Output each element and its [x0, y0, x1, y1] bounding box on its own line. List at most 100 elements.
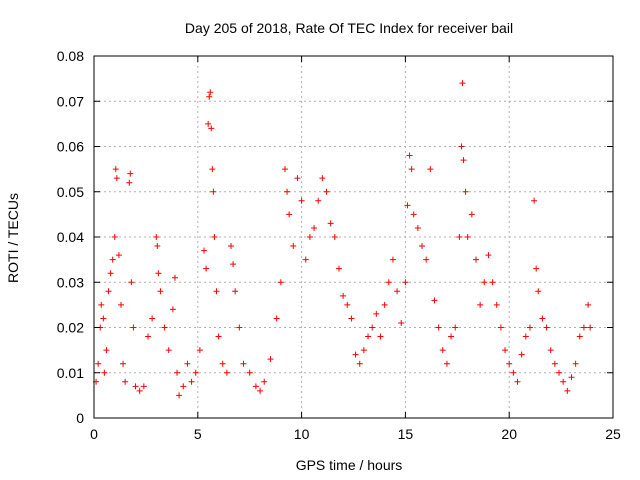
x-axis-label: GPS time / hours: [296, 457, 403, 473]
data-point: [105, 288, 112, 295]
data-point: [319, 175, 326, 182]
y-tick-label: 0.03: [57, 274, 84, 290]
data-point: [127, 170, 134, 177]
data-point: [257, 387, 264, 394]
data-point: [236, 324, 243, 331]
data-point: [526, 324, 533, 331]
data-point: [165, 347, 172, 354]
data-point: [398, 319, 405, 326]
data-point: [206, 93, 213, 100]
data-point: [107, 270, 114, 277]
data-point: [580, 324, 587, 331]
data-point: [587, 324, 594, 331]
axis-ticks: 0 5 10 15 20 25 0 0.01 0.02 0.03 0.04 0.05 0.06 0.07 0…: [57, 48, 621, 442]
data-point: [331, 234, 338, 240]
data-point: [122, 378, 129, 385]
data-point: [560, 378, 567, 385]
data-point: [485, 252, 492, 259]
y-tick-label: 0.05: [57, 184, 84, 200]
x-tick-label: 5: [194, 426, 202, 442]
data-point: [294, 175, 301, 182]
data-point: [155, 270, 162, 277]
data-point: [188, 378, 195, 385]
data-point: [402, 279, 409, 286]
data-point: [462, 188, 469, 195]
data-point: [128, 279, 135, 286]
data-point: [369, 324, 376, 331]
data-point: [381, 301, 388, 308]
data-point: [419, 243, 426, 250]
data-point: [184, 360, 191, 367]
data-point: [230, 261, 237, 268]
data-point: [210, 188, 217, 195]
data-point: [277, 279, 284, 286]
data-point: [201, 247, 208, 254]
data-point: [344, 301, 351, 308]
data-point: [572, 360, 579, 367]
data-point: [211, 234, 218, 240]
data-point: [136, 387, 143, 394]
data-point: [109, 256, 116, 263]
data-point: [140, 383, 147, 390]
data-point: [95, 360, 102, 367]
data-point: [468, 211, 475, 218]
data-point: [149, 315, 156, 322]
data-point: [323, 188, 330, 195]
data-point: [365, 333, 372, 340]
data-point: [472, 256, 479, 263]
data-point: [404, 202, 411, 209]
data-point: [460, 157, 467, 164]
data-point: [348, 315, 355, 322]
data-point: [493, 301, 500, 308]
data-point: [267, 356, 274, 363]
data-point: [111, 234, 118, 240]
y-axis-label: ROTI / TECUs: [5, 193, 21, 283]
data-point: [169, 306, 176, 313]
data-point: [568, 374, 575, 381]
data-point: [502, 347, 509, 354]
data-point: [497, 324, 504, 331]
data-point: [514, 378, 521, 385]
data-point: [103, 347, 110, 354]
data-point: [506, 360, 513, 367]
data-point: [157, 288, 164, 295]
data-point: [477, 301, 484, 308]
data-point: [539, 315, 546, 322]
data-point: [576, 333, 583, 340]
data-point: [286, 211, 293, 218]
data-point: [306, 234, 313, 240]
data-point: [327, 220, 334, 227]
data-point: [510, 369, 517, 376]
data-point: [458, 143, 465, 150]
y-tick-label: 0.07: [57, 93, 84, 109]
data-point: [207, 89, 214, 96]
chart-title: Day 205 of 2018, Rate Of TEC Index for r…: [185, 20, 513, 36]
data-point: [196, 347, 203, 354]
data-point: [406, 152, 413, 159]
y-tick-label: 0: [76, 410, 84, 426]
data-point: [556, 369, 563, 376]
data-point: [543, 324, 550, 331]
data-point: [335, 265, 342, 272]
y-tick-label: 0.04: [57, 229, 84, 245]
data-point: [232, 288, 239, 295]
y-tick-label: 0.01: [57, 365, 84, 381]
grid-lines: [94, 56, 613, 418]
data-point: [180, 383, 187, 390]
data-point: [144, 333, 151, 340]
data-point: [389, 256, 396, 263]
data-point: [246, 369, 253, 376]
data-point: [431, 297, 438, 304]
data-point: [533, 265, 540, 272]
data-point: [290, 243, 297, 250]
data-point: [439, 347, 446, 354]
data-point: [252, 383, 259, 390]
data-point: [377, 333, 384, 340]
data-point: [120, 360, 127, 367]
data-point: [209, 166, 216, 173]
data-point: [410, 211, 417, 218]
data-point: [203, 265, 210, 272]
data-point: [448, 333, 455, 340]
data-point: [154, 243, 161, 250]
data-point: [531, 197, 538, 204]
